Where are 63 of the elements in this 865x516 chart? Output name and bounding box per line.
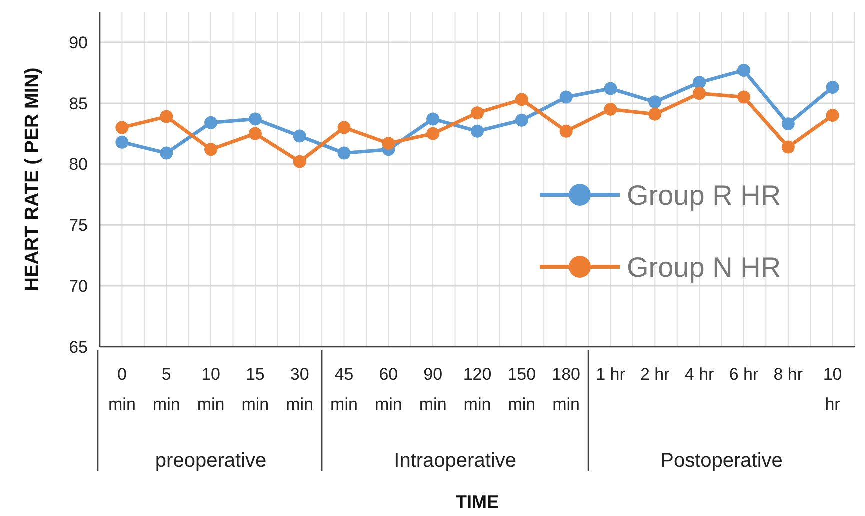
x-tick-label: 30 min — [286, 365, 314, 414]
point — [248, 112, 262, 126]
x-tick-label: 45 min — [330, 365, 358, 414]
x-tick-label: 10 min — [197, 365, 225, 414]
point — [426, 112, 440, 126]
point — [826, 81, 840, 94]
point — [560, 90, 573, 104]
y-tick-label: 75 — [69, 216, 88, 236]
x-tick-label: 10 hr — [823, 365, 842, 414]
y-tick-label: 80 — [69, 155, 88, 174]
point — [116, 136, 129, 149]
point — [293, 155, 306, 168]
x-tick-label: 2 hr — [640, 365, 670, 384]
x-tick-label: 150 min — [508, 365, 536, 414]
y-tick-label: 70 — [69, 277, 88, 296]
point — [604, 82, 618, 96]
x-tick-label: 8 hr — [774, 365, 804, 384]
point — [826, 109, 840, 122]
point — [515, 93, 528, 106]
point — [693, 76, 706, 90]
point — [737, 64, 750, 77]
point — [782, 140, 795, 154]
y-tick-label: 85 — [69, 94, 88, 114]
x-tick-label: 90 min — [419, 365, 447, 414]
point — [515, 114, 528, 127]
point — [248, 127, 262, 140]
point — [338, 146, 351, 160]
point — [338, 121, 351, 134]
x-tick-label: 60 min — [374, 365, 402, 414]
x-tick-label: 4 hr — [684, 365, 715, 384]
point — [604, 102, 618, 116]
point — [648, 108, 662, 121]
x-tick-label: 1 hr — [596, 365, 626, 384]
y-tick-label: 65 — [69, 338, 88, 357]
point — [560, 124, 573, 138]
point — [693, 87, 706, 100]
text: preoperative — [155, 450, 267, 472]
point — [293, 130, 306, 143]
point — [471, 124, 484, 138]
y-tick-label: 90 — [69, 33, 88, 52]
x-tick-label: 5 min — [152, 365, 180, 414]
x-tick-label: 120 min — [463, 365, 492, 414]
point — [737, 90, 750, 104]
legend-label: Group R HR — [627, 180, 782, 211]
legend-label: Group N HR — [627, 252, 782, 283]
text: Postoperative — [660, 450, 783, 472]
point — [382, 137, 396, 150]
point — [426, 127, 440, 140]
point — [116, 121, 129, 134]
point — [204, 143, 218, 156]
point — [782, 118, 795, 131]
x-tick-label: 0 min — [108, 365, 136, 414]
x-tick-label: 180 min — [552, 365, 581, 414]
point — [160, 110, 174, 124]
x-tick-label: 15 min — [242, 365, 270, 414]
point — [204, 116, 218, 130]
point — [471, 106, 484, 120]
x-tick-label: 6 hr — [729, 365, 759, 384]
text: Intraoperative — [394, 450, 516, 472]
y-axis-title: HEART RATE ( PER MIN) — [22, 68, 43, 292]
x-axis-title: TIME — [456, 492, 499, 512]
point — [160, 146, 174, 160]
point — [648, 96, 662, 109]
